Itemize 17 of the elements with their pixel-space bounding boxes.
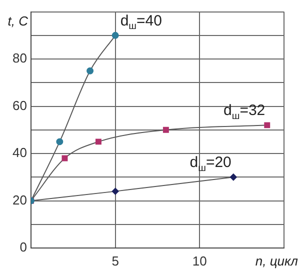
point (162, 126, 169, 133)
x-tick-label: 5 (112, 253, 119, 268)
x-tick-label: 10 (192, 253, 207, 268)
y-tick-label: 0 (20, 240, 27, 255)
y-tick-label: 20 (12, 192, 27, 208)
y-tick-label: 60 (12, 98, 27, 113)
point (86, 67, 94, 74)
point (264, 122, 270, 128)
y-tick-label: 80 (12, 50, 27, 66)
x-axis-title: n, цикл (255, 254, 299, 269)
point (230, 174, 237, 181)
point (95, 138, 102, 145)
y-axis-title: t, C (8, 13, 29, 28)
y-tick-label: 40 (12, 145, 27, 160)
point (56, 138, 64, 146)
point (112, 32, 119, 39)
point (112, 188, 119, 195)
